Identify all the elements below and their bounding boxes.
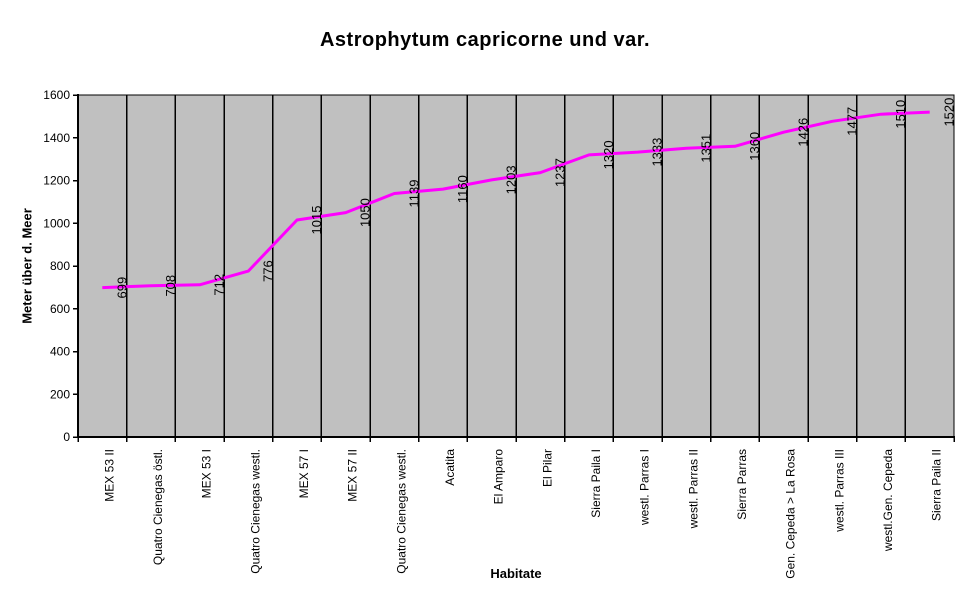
data-point-label: 1237 [552, 158, 567, 187]
category-label: MEX 53 I [200, 449, 214, 498]
category-label: Quatro Cienegas westl. [248, 449, 262, 574]
category-label: Quatro Cienegas westl. [394, 449, 408, 574]
data-point-label: 1520 [942, 98, 957, 127]
data-point-label: 1426 [796, 118, 811, 147]
data-point-label: 1139 [406, 180, 421, 208]
x-axis-title: Habitate [490, 566, 542, 581]
data-point-label: 1160 [455, 175, 470, 203]
category-label: El Pilar [540, 449, 554, 487]
category-label: MEX 57 I [297, 449, 311, 498]
data-point-label: 1477 [844, 107, 859, 136]
category-label: Gen. Cepeda > La Rosa [784, 449, 798, 579]
data-point-label: 1333 [650, 138, 665, 167]
category-label: westl. Parras III [832, 449, 846, 533]
chart-title: Astrophytum capricorne und var. [319, 29, 650, 51]
category-label: westl. Parras II [686, 449, 700, 529]
category-label: Quatro Cienegas östl. [151, 449, 165, 565]
category-label: westl. Parras I [638, 449, 652, 526]
category-label: Sierra Parras [735, 449, 749, 520]
data-point-label: 712 [212, 274, 227, 296]
y-axis-title: Meter über d. Meer [19, 208, 35, 324]
category-label: westl.Gen. Cepeda [881, 449, 895, 552]
data-point-label: 699 [114, 277, 129, 299]
y-tick-label: 200 [50, 387, 70, 401]
data-series-line [102, 110, 930, 290]
category-label: Sierra Paila II [930, 449, 944, 521]
data-point-label: 1320 [601, 140, 616, 169]
category-label: MEX 53 II [102, 449, 116, 502]
data-point-label: 1351 [698, 134, 713, 163]
y-tick-label: 800 [50, 259, 70, 273]
data-point-label: 1203 [504, 165, 519, 194]
category-label: MEX 57 II [346, 449, 360, 502]
y-tick-label: 1400 [43, 131, 70, 145]
data-point-label: 1360 [747, 132, 762, 161]
data-point-label: 708 [163, 275, 178, 297]
y-tick-label: 400 [50, 345, 70, 359]
category-label: Acatita [443, 449, 457, 486]
data-point-label: 776 [260, 260, 275, 282]
y-tick-label: 1000 [43, 216, 70, 230]
data-point-label: 1015 [309, 206, 324, 235]
data-point-label: 1510 [893, 100, 908, 129]
y-tick-label: 0 [63, 430, 70, 444]
y-tick-label: 1200 [43, 174, 70, 188]
y-tick-label: 600 [50, 302, 70, 316]
data-point-label: 1050 [358, 198, 373, 227]
category-label: Sierra Paila I [589, 449, 603, 518]
y-tick-label: 1600 [43, 88, 70, 102]
category-label: El Amparo [492, 449, 506, 505]
